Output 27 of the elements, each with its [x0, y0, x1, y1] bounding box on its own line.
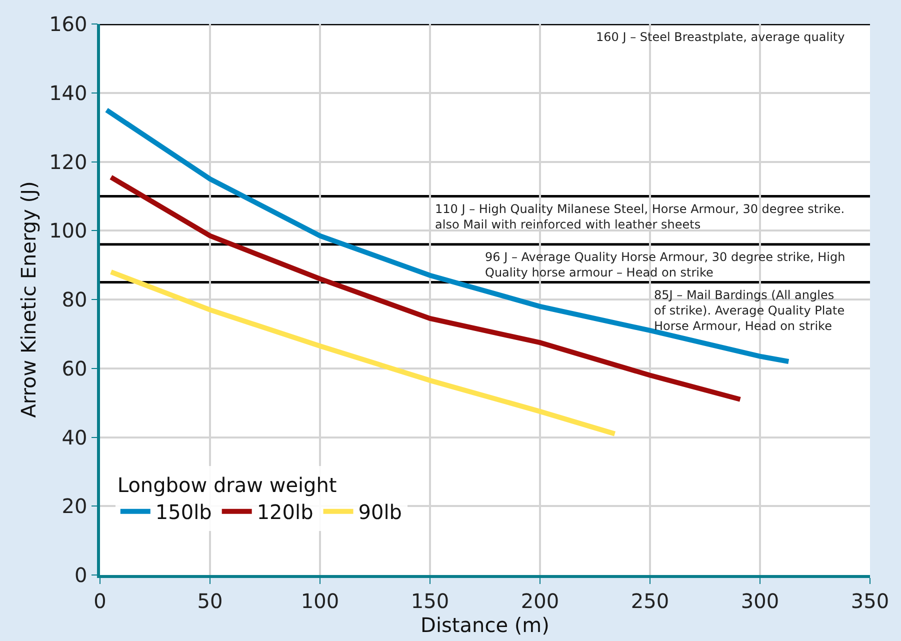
y-tick-label: 160 — [49, 12, 88, 36]
legend-label: 90lb — [358, 500, 402, 524]
y-tick-label: 20 — [62, 494, 88, 518]
x-tick-label: 200 — [520, 588, 560, 613]
x-tick-label: 0 — [94, 588, 106, 613]
x-tick-label: 150 — [410, 588, 450, 613]
legend-label: 120lb — [256, 500, 314, 524]
x-axis-title: Distance (m) — [420, 612, 550, 637]
y-tick-label: 40 — [62, 425, 88, 450]
y-tick-label: 60 — [62, 356, 88, 380]
y-tick-label: 80 — [62, 288, 88, 312]
y-axis-title: Arrow Kinetic Energy (J) — [16, 181, 41, 418]
y-tick-label: 0 — [74, 563, 88, 587]
x-tick-label: 250 — [630, 588, 670, 613]
x-tick-label: 300 — [740, 588, 780, 613]
legend-label: 150lb — [155, 500, 212, 524]
x-tick-label: 100 — [300, 588, 340, 613]
legend-title: Longbow draw weight — [117, 472, 337, 497]
y-tick-label: 140 — [49, 80, 88, 105]
ref-line-label: 85J – Mail Bardings (All angles of strike). Average Quality Plate Horse Armour, Head on strike — [654, 288, 845, 334]
y-tick-label: 100 — [49, 218, 88, 243]
ref-line-label: 160 J – Steel Breastplate, average quality — [596, 30, 845, 44]
x-tick-label: 50 — [197, 588, 223, 613]
y-tick-label: 120 — [49, 150, 88, 174]
ref-line-label: 110 J – High Quality Milanese Steel, Horse Armour, 30 degree strike. also Mail with reinforced with leather sheets — [435, 202, 845, 232]
ref-line-label: 96 J – Average Quality Horse Armour, 30 degree strike, High Quality horse armour – Head on strike — [485, 250, 846, 280]
x-tick-label: 350 — [850, 588, 890, 613]
